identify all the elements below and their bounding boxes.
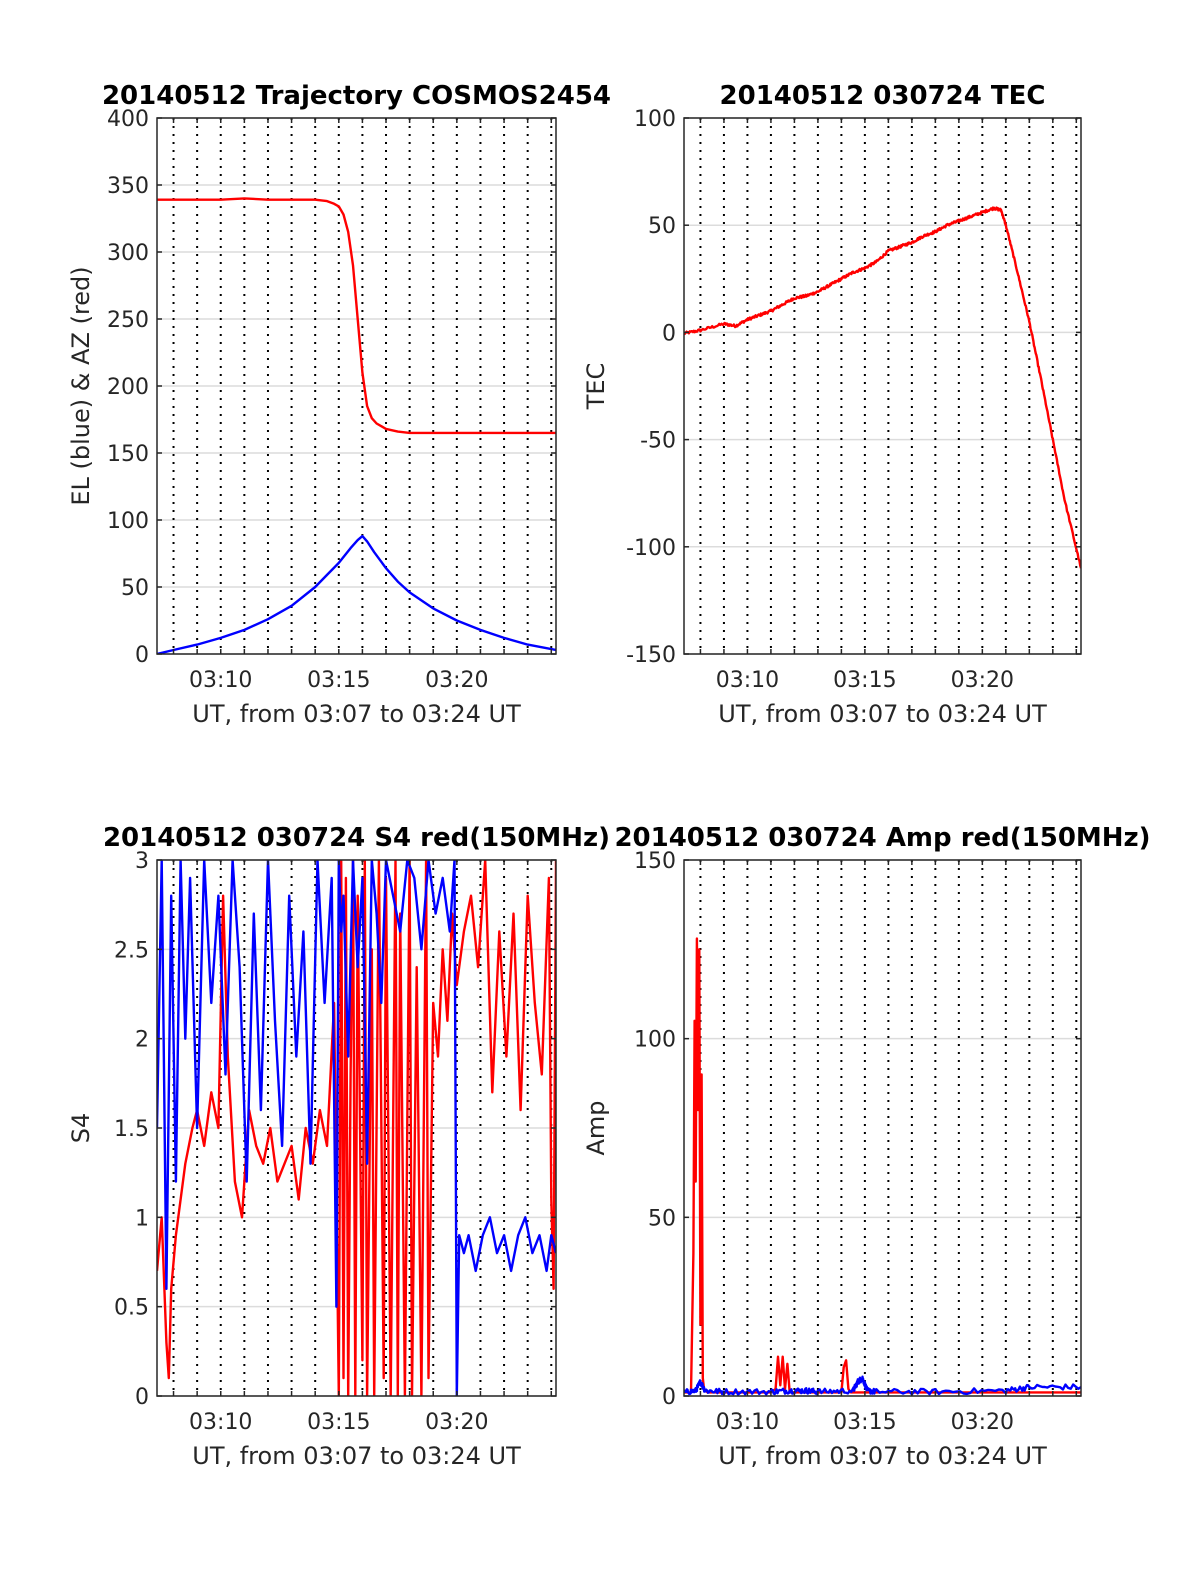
y-tick-label: 3: [135, 849, 149, 874]
x-tick-label: 03:10: [189, 668, 252, 693]
y-axis-label: S4: [67, 1113, 95, 1144]
y-tick-label: 2: [135, 1028, 149, 1053]
chart-4: 0 50 100 150 03:10 03:15 03:20 20140512 030724 …: [582, 823, 1151, 1470]
y-tick-label: -100: [626, 536, 676, 561]
x-tick-label: 03:15: [833, 1410, 896, 1435]
x-tick-label: 03:20: [425, 1410, 488, 1435]
series-line-1: [157, 197, 556, 435]
x-axis-label: UT, from 03:07 to 03:24 UT: [192, 700, 521, 728]
x-axis-label: UT, from 03:07 to 03:24 UT: [192, 1442, 521, 1470]
series-line-2: [684, 1375, 1081, 1396]
y-tick-label: 100: [634, 1028, 676, 1053]
series-line-1: [684, 206, 1081, 569]
y-axis-label: TEC: [582, 363, 610, 411]
chart-title: 20140512 030724 TEC: [720, 81, 1046, 111]
y-axis-label: Amp: [582, 1100, 610, 1155]
x-tick-label: 03:10: [189, 1410, 252, 1435]
x-axis-label: UT, from 03:07 to 03:24 UT: [718, 700, 1047, 728]
y-tick-label: 300: [107, 241, 149, 266]
series-line-1: [684, 937, 1081, 1394]
chart-1: 0 50 100 150 200 250 300 350 400 03:10 03:15 03:20 2…: [67, 81, 611, 728]
y-tick-label: 100: [107, 509, 149, 534]
y-tick-label: 0: [662, 1385, 676, 1410]
y-tick-label: 400: [107, 107, 149, 132]
axes-box: [683, 859, 1082, 1397]
chart-title: 20140512 030724 S4 red(150MHz): [103, 823, 610, 853]
x-tick-label: 03:20: [425, 668, 488, 693]
x-tick-label: 03:20: [951, 1410, 1014, 1435]
y-tick-label: -150: [626, 643, 676, 668]
chart-title: 20140512 Trajectory COSMOS2454: [102, 81, 611, 111]
y-tick-label: 350: [107, 174, 149, 199]
y-tick-label: 50: [121, 576, 149, 601]
y-tick-label: -50: [640, 429, 676, 454]
y-tick-label: 0.5: [114, 1296, 149, 1321]
x-axis-label: UT, from 03:07 to 03:24 UT: [718, 1442, 1047, 1470]
y-tick-label: 150: [107, 442, 149, 467]
x-tick-label: 03:15: [307, 1410, 370, 1435]
x-tick-label: 03:15: [307, 668, 370, 693]
y-tick-label: 2.5: [114, 938, 149, 963]
y-tick-label: 0: [135, 1385, 149, 1410]
y-tick-label: 1: [135, 1206, 149, 1231]
chart-3: 0 0.5 1 1.5 2 2.5 3 03:10 03:15 03:20 20140512 030…: [67, 823, 610, 1470]
series-line-1: [157, 860, 556, 1396]
y-tick-label: 0: [135, 643, 149, 668]
y-tick-label: 50: [648, 214, 676, 239]
x-tick-label: 03:20: [951, 668, 1014, 693]
y-tick-label: 250: [107, 308, 149, 333]
y-tick-label: 150: [634, 849, 676, 874]
series-line-2: [157, 860, 556, 1396]
x-tick-label: 03:10: [716, 1410, 779, 1435]
axes-box: [683, 117, 1082, 655]
x-tick-label: 03:10: [716, 668, 779, 693]
series-line-2: [157, 534, 556, 654]
chart-title: 20140512 030724 Amp red(150MHz): [614, 823, 1150, 853]
chart-2: -150 -100 -50 0 50 100 03:10 03:15 03:20 20140512…: [582, 81, 1082, 728]
y-tick-label: 50: [648, 1206, 676, 1231]
y-tick-label: 1.5: [114, 1117, 149, 1142]
x-tick-label: 03:15: [833, 668, 896, 693]
y-tick-label: 100: [634, 107, 676, 132]
y-tick-label: 200: [107, 375, 149, 400]
y-axis-label: EL (blue) & AZ (red): [67, 266, 95, 505]
y-tick-label: 0: [662, 321, 676, 346]
